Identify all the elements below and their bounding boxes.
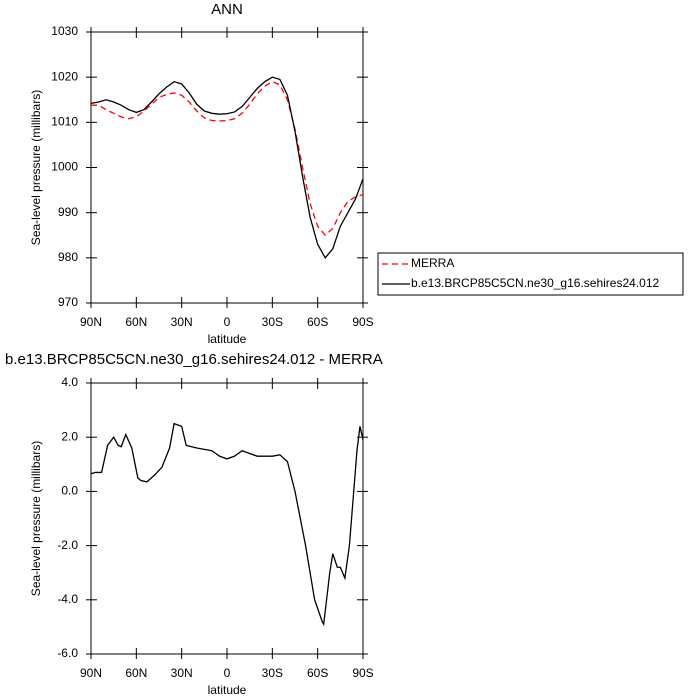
x-tick-label: 90N <box>80 315 102 329</box>
x-tick-label: 60N <box>125 666 147 680</box>
data-line <box>90 76 364 259</box>
data-line <box>90 422 364 627</box>
legend-label: b.e13.BRCP85C5CN.ne30_g16.sehires24.012 <box>411 276 659 290</box>
chart-title: b.e13.BRCP85C5CN.ne30_g16.sehires24.012 … <box>5 351 383 368</box>
x-tick-label: 90N <box>80 666 102 680</box>
legend-label: MERRA <box>411 256 454 270</box>
y-tick-label: -4.0 <box>57 592 78 606</box>
y-tick-label: 970 <box>58 295 78 309</box>
y-tick-label: -2.0 <box>57 538 78 552</box>
x-axis-label: latitude <box>208 683 247 697</box>
y-axis-label: Sea-level pressure (millibars) <box>29 441 43 596</box>
x-tick-label: 30S <box>262 666 283 680</box>
x-tick-label: 30S <box>262 315 283 329</box>
y-tick-label: 1010 <box>51 115 78 129</box>
x-axis-label: latitude <box>208 332 247 346</box>
x-tick-label: 60S <box>307 315 328 329</box>
y-tick-label: 1000 <box>51 160 78 174</box>
y-axis-label: Sea-level pressure (millibars) <box>29 90 43 245</box>
plot-frame <box>90 31 364 304</box>
y-tick-label: 1030 <box>51 24 78 38</box>
x-tick-label: 90S <box>352 666 373 680</box>
legend-box <box>377 252 684 296</box>
plot-frame <box>90 382 364 655</box>
y-tick-label: -6.0 <box>57 646 78 660</box>
y-tick-label: 1020 <box>51 69 78 83</box>
data-line <box>91 80 364 237</box>
y-tick-label: 2.0 <box>61 429 78 443</box>
y-tick-label: 980 <box>58 250 78 264</box>
x-tick-label: 90S <box>352 315 373 329</box>
x-tick-label: 30N <box>171 315 193 329</box>
x-tick-label: 60N <box>125 315 147 329</box>
x-tick-label: 60S <box>307 666 328 680</box>
y-tick-label: 0.0 <box>61 484 78 498</box>
x-tick-label: 0 <box>224 315 231 329</box>
chart-title: ANN <box>211 1 243 18</box>
y-tick-label: 990 <box>58 205 78 219</box>
x-tick-label: 30N <box>171 666 193 680</box>
x-tick-label: 0 <box>224 666 231 680</box>
y-tick-label: 4.0 <box>61 375 78 389</box>
